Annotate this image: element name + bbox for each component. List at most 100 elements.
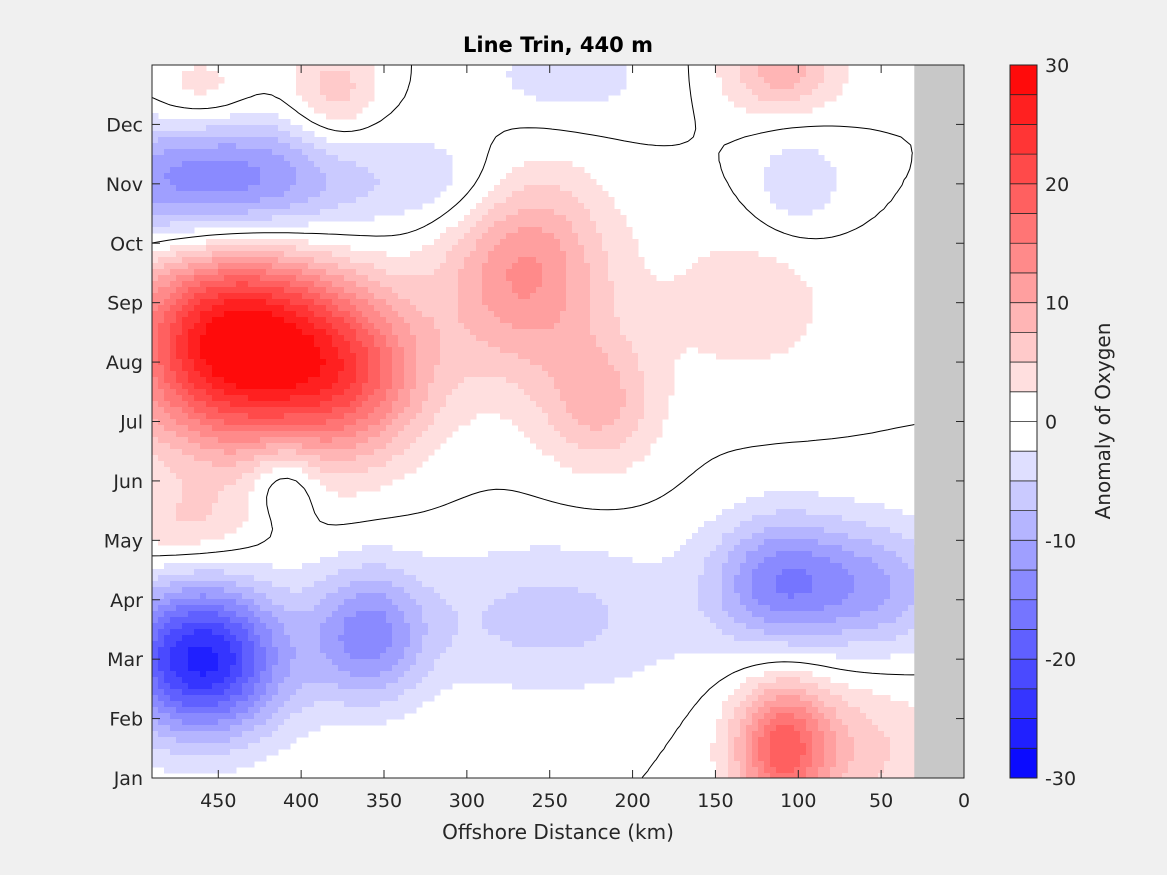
contour-cell: [356, 179, 363, 186]
contour-cell: [338, 281, 345, 288]
contour-cell: [752, 335, 759, 342]
contour-cell: [512, 281, 519, 288]
contour-cell: [548, 365, 555, 372]
contour-cell: [524, 239, 531, 246]
contour-cell: [680, 341, 687, 348]
contour-cell: [650, 323, 657, 330]
contour-cell: [524, 65, 531, 72]
contour-cell: [380, 281, 387, 288]
contour-cell: [734, 257, 741, 264]
contour-cell: [326, 179, 333, 186]
contour-cell: [416, 203, 423, 210]
contour-cell: [506, 257, 513, 264]
contour-cell: [254, 245, 261, 252]
contour-cell: [740, 89, 747, 96]
contour-cell: [752, 101, 759, 108]
contour-cell: [524, 179, 531, 186]
contour-cell: [410, 443, 417, 450]
contour-cell: [230, 455, 237, 462]
contour-cell: [608, 239, 615, 246]
contour-cell: [356, 203, 363, 210]
contour-cell: [170, 449, 177, 456]
contour-cell: [668, 311, 675, 318]
contour-cell: [572, 263, 579, 270]
contour-cell: [404, 401, 411, 408]
contour-cell: [392, 389, 399, 396]
contour-cell: [704, 269, 711, 276]
contour-cell: [164, 251, 171, 258]
contour-cell: [770, 191, 777, 198]
contour-cell: [488, 317, 495, 324]
contour-cell: [620, 395, 627, 402]
contour-cell: [326, 287, 333, 294]
contour-cell: [638, 395, 645, 402]
contour-cell: [644, 353, 651, 360]
contour-cell: [248, 407, 255, 414]
contour-cell: [734, 275, 741, 282]
contour-cell: [650, 353, 657, 360]
contour-cell: [416, 359, 423, 366]
contour-cell: [290, 281, 297, 288]
contour-cell: [188, 191, 195, 198]
contour-cell: [452, 389, 459, 396]
contour-cell: [560, 227, 567, 234]
contour-cell: [434, 335, 441, 342]
contour-cell: [152, 395, 159, 402]
contour-cell: [722, 299, 729, 306]
contour-cell: [374, 461, 381, 468]
contour-cell: [626, 323, 633, 330]
contour-cell: [584, 227, 591, 234]
contour-cell: [350, 293, 357, 300]
contour-cell: [758, 257, 765, 264]
contour-cell: [290, 395, 297, 402]
contour-cell: [458, 365, 465, 372]
contour-cell: [206, 329, 213, 336]
contour-cell: [224, 359, 231, 366]
contour-cell: [350, 341, 357, 348]
contour-cell: [206, 347, 213, 354]
contour-cell: [746, 83, 753, 90]
contour-cell: [614, 413, 621, 420]
contour-cell: [332, 101, 339, 108]
contour-cell: [272, 413, 279, 420]
contour-cell: [158, 359, 165, 366]
contour-cell: [266, 119, 273, 126]
contour-cell: [464, 323, 471, 330]
contour-cell: [584, 173, 591, 180]
contour-cell: [410, 305, 417, 312]
contour-cell: [236, 449, 243, 456]
contour-cell: [398, 323, 405, 330]
contour-cell: [182, 371, 189, 378]
contour-cell: [374, 197, 381, 204]
contour-cell: [614, 269, 621, 276]
contour-cell: [386, 281, 393, 288]
contour-cell: [530, 299, 537, 306]
contour-cell: [458, 317, 465, 324]
contour-cell: [332, 251, 339, 258]
contour-cell: [566, 179, 573, 186]
contour-cell: [524, 401, 531, 408]
contour-cell: [836, 83, 843, 90]
contour-cell: [614, 359, 621, 366]
contour-cell: [800, 173, 807, 180]
contour-cell: [404, 341, 411, 348]
contour-cell: [272, 407, 279, 414]
contour-cell: [608, 263, 615, 270]
contour-cell: [182, 323, 189, 330]
contour-cell: [686, 335, 693, 342]
contour-cell: [278, 251, 285, 258]
contour-cell: [500, 407, 507, 414]
contour-cell: [632, 299, 639, 306]
contour-cell: [278, 407, 285, 414]
contour-cell: [638, 407, 645, 414]
contour-cell: [320, 263, 327, 270]
contour-cell: [266, 389, 273, 396]
contour-cell: [746, 347, 753, 354]
contour-cell: [500, 401, 507, 408]
contour-cell: [302, 383, 309, 390]
contour-cell: [236, 293, 243, 300]
contour-cell: [320, 275, 327, 282]
contour-cell: [194, 395, 201, 402]
contour-cell: [290, 371, 297, 378]
contour-cell: [554, 233, 561, 240]
